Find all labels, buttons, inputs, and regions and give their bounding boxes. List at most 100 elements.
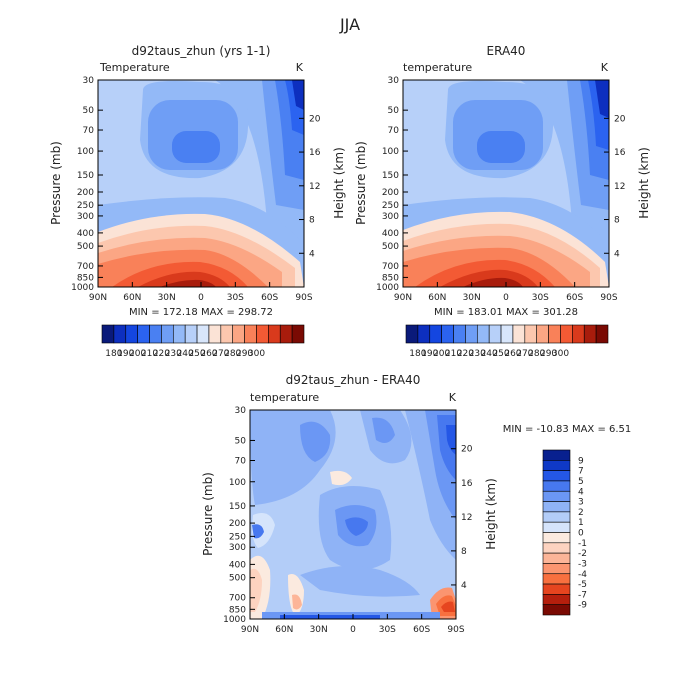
colorbar-swatch bbox=[208, 324, 222, 344]
colorbar-swatch bbox=[429, 324, 442, 344]
y-tick-label: 70 bbox=[235, 457, 247, 467]
x-tick-label: 30S bbox=[227, 293, 244, 303]
y-tick-label: 300 bbox=[229, 543, 246, 553]
colorbar-label: 5 bbox=[578, 477, 584, 487]
colorbar-swatch bbox=[512, 324, 526, 344]
colorbar-label: 4 bbox=[578, 487, 584, 497]
colorbar-label: 2 bbox=[578, 508, 584, 518]
contour-band bbox=[463, 277, 523, 287]
x-tick-label: 90N bbox=[89, 293, 107, 303]
y-tick-label: 850 bbox=[229, 605, 246, 615]
y-tick-label: 70 bbox=[388, 126, 400, 136]
minmax-label: MIN = 183.01 MAX = 301.28 bbox=[434, 307, 578, 318]
x-tick-label: 0 bbox=[350, 625, 356, 635]
height-tick-label: 8 bbox=[461, 547, 467, 557]
y-tick-label: 100 bbox=[77, 147, 94, 157]
colorbar-label: 240 bbox=[177, 349, 194, 359]
contour-band bbox=[150, 80, 304, 245]
colorbar-swatch bbox=[232, 324, 245, 344]
y-tick-label: 150 bbox=[382, 171, 399, 181]
y-tick-label: 250 bbox=[382, 201, 399, 211]
colorbar-label: -5 bbox=[578, 580, 587, 590]
axis-ticks: 90N 60N 30N 0 30S 60S 90S 30 50 70 100 150 200 250300… bbox=[223, 406, 473, 635]
height-tick-label: 4 bbox=[461, 581, 467, 591]
y-tick-label: 30 bbox=[388, 76, 400, 86]
x-tick-label: 90S bbox=[600, 293, 617, 303]
colorbar-swatch bbox=[542, 460, 571, 471]
colorbar-swatch bbox=[572, 324, 585, 344]
colorbar-swatch bbox=[548, 324, 561, 344]
colorbar-swatch bbox=[560, 324, 573, 344]
colorbar-label: 290 bbox=[540, 349, 557, 359]
colorbar-label: 280 bbox=[224, 349, 241, 359]
height-tick-label: 20 bbox=[614, 114, 626, 124]
y-tick-label: 50 bbox=[83, 106, 95, 116]
y-tick-label: 200 bbox=[382, 188, 399, 198]
panel-subtitle-left: Temperature bbox=[99, 61, 170, 74]
contour-band bbox=[292, 594, 302, 610]
colorbar-swatch bbox=[137, 324, 150, 344]
height-tick-label: 16 bbox=[461, 479, 473, 489]
y-tick-label: 70 bbox=[83, 126, 95, 136]
contour-band bbox=[300, 421, 331, 462]
panel-title: d92taus_zhun - ERA40 bbox=[286, 373, 421, 387]
height-tick-label: 4 bbox=[309, 249, 315, 259]
y-tick-label: 50 bbox=[235, 436, 247, 446]
y-axis-label: Pressure (mb) bbox=[201, 472, 215, 556]
contour-field bbox=[403, 80, 609, 287]
colorbar-label: 300 bbox=[248, 349, 265, 359]
y-tick-label: 700 bbox=[382, 262, 399, 272]
minmax-label: MIN = -10.83 MAX = 6.51 bbox=[503, 424, 632, 435]
x-tick-label: 60S bbox=[261, 293, 278, 303]
colorbar-swatch bbox=[256, 324, 269, 344]
axis-ticks: 90N 60N 30N 0 30S 60S 90S 30 50 70 100 150 200 250300… bbox=[71, 76, 321, 303]
colorbar-swatch bbox=[405, 324, 419, 344]
panel-title: d92taus_zhun (yrs 1-1) bbox=[132, 44, 271, 58]
y-tick-label: 1000 bbox=[376, 283, 399, 293]
contour-field bbox=[98, 80, 304, 287]
x-tick-label: 60S bbox=[566, 293, 583, 303]
colorbar-swatch bbox=[542, 511, 571, 523]
y-tick-label: 500 bbox=[77, 242, 94, 252]
colorbar-swatch bbox=[542, 501, 571, 513]
colorbar-label: 3 bbox=[578, 498, 584, 508]
colorbar-label: -4 bbox=[578, 570, 587, 580]
x-tick-label: 60N bbox=[275, 625, 293, 635]
y-tick-label: 150 bbox=[229, 502, 246, 512]
colorbar-label: -2 bbox=[578, 549, 587, 559]
colorbar-swatch bbox=[542, 583, 571, 595]
colorbar-swatch bbox=[500, 324, 514, 344]
colorbar-swatch bbox=[542, 563, 571, 575]
colorbar-label: 230 bbox=[469, 349, 486, 359]
y-tick-label: 200 bbox=[229, 519, 246, 529]
y-axis-label-right: Height (km) bbox=[332, 147, 346, 218]
height-tick-label: 20 bbox=[461, 445, 473, 455]
x-tick-label: 90S bbox=[295, 293, 312, 303]
x-tick-label: 0 bbox=[198, 293, 204, 303]
colorbar-swatch bbox=[542, 490, 571, 502]
y-tick-label: 100 bbox=[382, 147, 399, 157]
colorbar-swatch bbox=[113, 324, 127, 344]
colorbar-label: 9 bbox=[578, 456, 584, 466]
colorbar-label: 180 bbox=[409, 349, 426, 359]
colorbar-swatch bbox=[465, 324, 478, 344]
colorbar-swatch bbox=[536, 324, 549, 344]
colorbar-swatch bbox=[542, 532, 571, 544]
colorbar-label: -7 bbox=[578, 590, 587, 600]
colorbar-label: 300 bbox=[552, 349, 569, 359]
colorbar-label: 230 bbox=[165, 349, 182, 359]
colorbar-swatch bbox=[196, 324, 210, 344]
height-tick-label: 4 bbox=[614, 249, 620, 259]
y-tick-label: 400 bbox=[382, 229, 399, 239]
colorbar-swatch bbox=[542, 480, 571, 492]
colorbar-swatch bbox=[542, 542, 571, 554]
y-tick-label: 250 bbox=[77, 201, 94, 211]
y-tick-label: 250 bbox=[229, 532, 246, 542]
colorbar-swatch bbox=[524, 324, 538, 344]
colorbar-swatch bbox=[453, 324, 466, 344]
y-tick-label: 50 bbox=[388, 106, 400, 116]
contour-band bbox=[345, 517, 368, 536]
